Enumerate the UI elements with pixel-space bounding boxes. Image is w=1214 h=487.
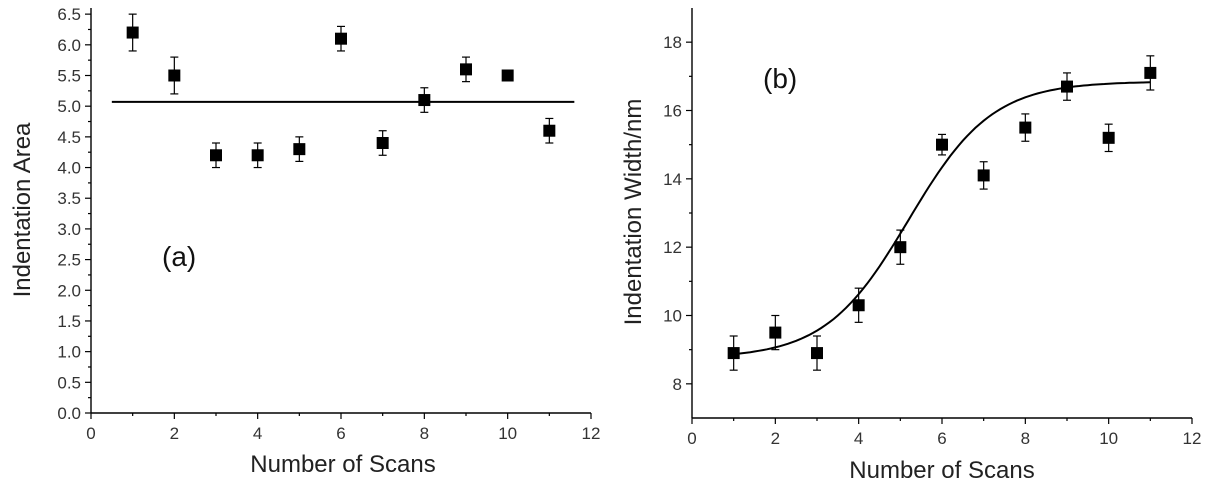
data-point [894, 241, 907, 254]
x-tick-label-b: 4 [854, 429, 863, 448]
x-tick-label-b: 12 [1183, 429, 1202, 448]
x-axis-label-a: Number of Scans [250, 451, 435, 478]
data-point [1144, 66, 1157, 79]
y-tick-label-a: 1.0 [57, 343, 81, 362]
x-tick-label-a: 2 [170, 424, 179, 443]
y-tick-label-a: 0.0 [57, 404, 81, 423]
data-point [543, 124, 556, 137]
x-tick-label-a: 12 [582, 424, 601, 443]
data-point [251, 149, 264, 162]
data-point [418, 94, 431, 107]
x-tick-label-b: 6 [937, 429, 946, 448]
y-tick-label-a: 5.0 [57, 97, 81, 116]
y-tick-label-a: 1.5 [57, 312, 81, 331]
data-point [335, 32, 347, 45]
data-point [936, 138, 948, 151]
y-tick-label-b: 18 [663, 33, 682, 52]
data-point [376, 137, 389, 149]
y-tick-label-b: 16 [663, 102, 682, 121]
panel-a: Indentation Area Number of Scans (a) 0 2 4… [9, 5, 600, 478]
x-tick-label-a: 4 [253, 424, 262, 443]
x-tick-label-a: 10 [498, 424, 517, 443]
y-tick-label-a: 3.0 [57, 220, 81, 239]
y-tick-label-a: 3.5 [57, 189, 81, 208]
x-tick-label-b: 0 [687, 429, 696, 448]
y-tick-label-a: 4.5 [57, 128, 81, 147]
data-point [501, 69, 514, 82]
y-tick-label-a: 0.5 [57, 373, 81, 392]
panel-b: Indentation Width/nm Number of Scans (b)… [620, 8, 1201, 484]
y-tick-label-a: 6.5 [57, 5, 81, 24]
y-axis-label-b: Indentation Width/nm [620, 99, 647, 326]
data-point [1019, 121, 1032, 134]
data-point [852, 299, 865, 312]
x-tick-label-a: 8 [420, 424, 429, 443]
y-tick-label-b: 14 [663, 170, 682, 189]
data-point [727, 347, 740, 360]
y-axis-label-a: Indentation Area [9, 122, 36, 297]
y-tick-label-a: 6.0 [57, 36, 81, 55]
x-tick-label-b: 8 [1021, 429, 1030, 448]
data-point [769, 326, 782, 339]
y-tick-label-b: 8 [673, 375, 682, 394]
data-point [210, 149, 222, 162]
y-tick-label-b: 12 [663, 238, 682, 257]
y-tick-label-a: 5.5 [57, 67, 81, 86]
x-tick-label-b: 2 [771, 429, 780, 448]
x-tick-label-a: 0 [86, 424, 95, 443]
y-tick-label-b: 10 [663, 307, 682, 326]
panel-label-b: (b) [763, 63, 797, 94]
data-point [126, 26, 139, 39]
x-axis-label-b: Number of Scans [849, 457, 1034, 484]
data-point [168, 69, 181, 82]
x-tick-label-b: 10 [1099, 429, 1118, 448]
data-point [293, 143, 306, 156]
y-tick-label-a: 2.0 [57, 281, 81, 300]
panel-label-a: (a) [162, 241, 196, 272]
y-tick-label-a: 4.0 [57, 159, 81, 178]
data-point [811, 347, 823, 360]
data-point [460, 63, 472, 76]
data-point [1061, 80, 1073, 93]
data-point [1102, 131, 1115, 144]
x-tick-label-a: 6 [336, 424, 345, 443]
fit-curve [733, 81, 1151, 356]
y-tick-label-a: 2.5 [57, 251, 81, 270]
data-point [977, 169, 990, 182]
